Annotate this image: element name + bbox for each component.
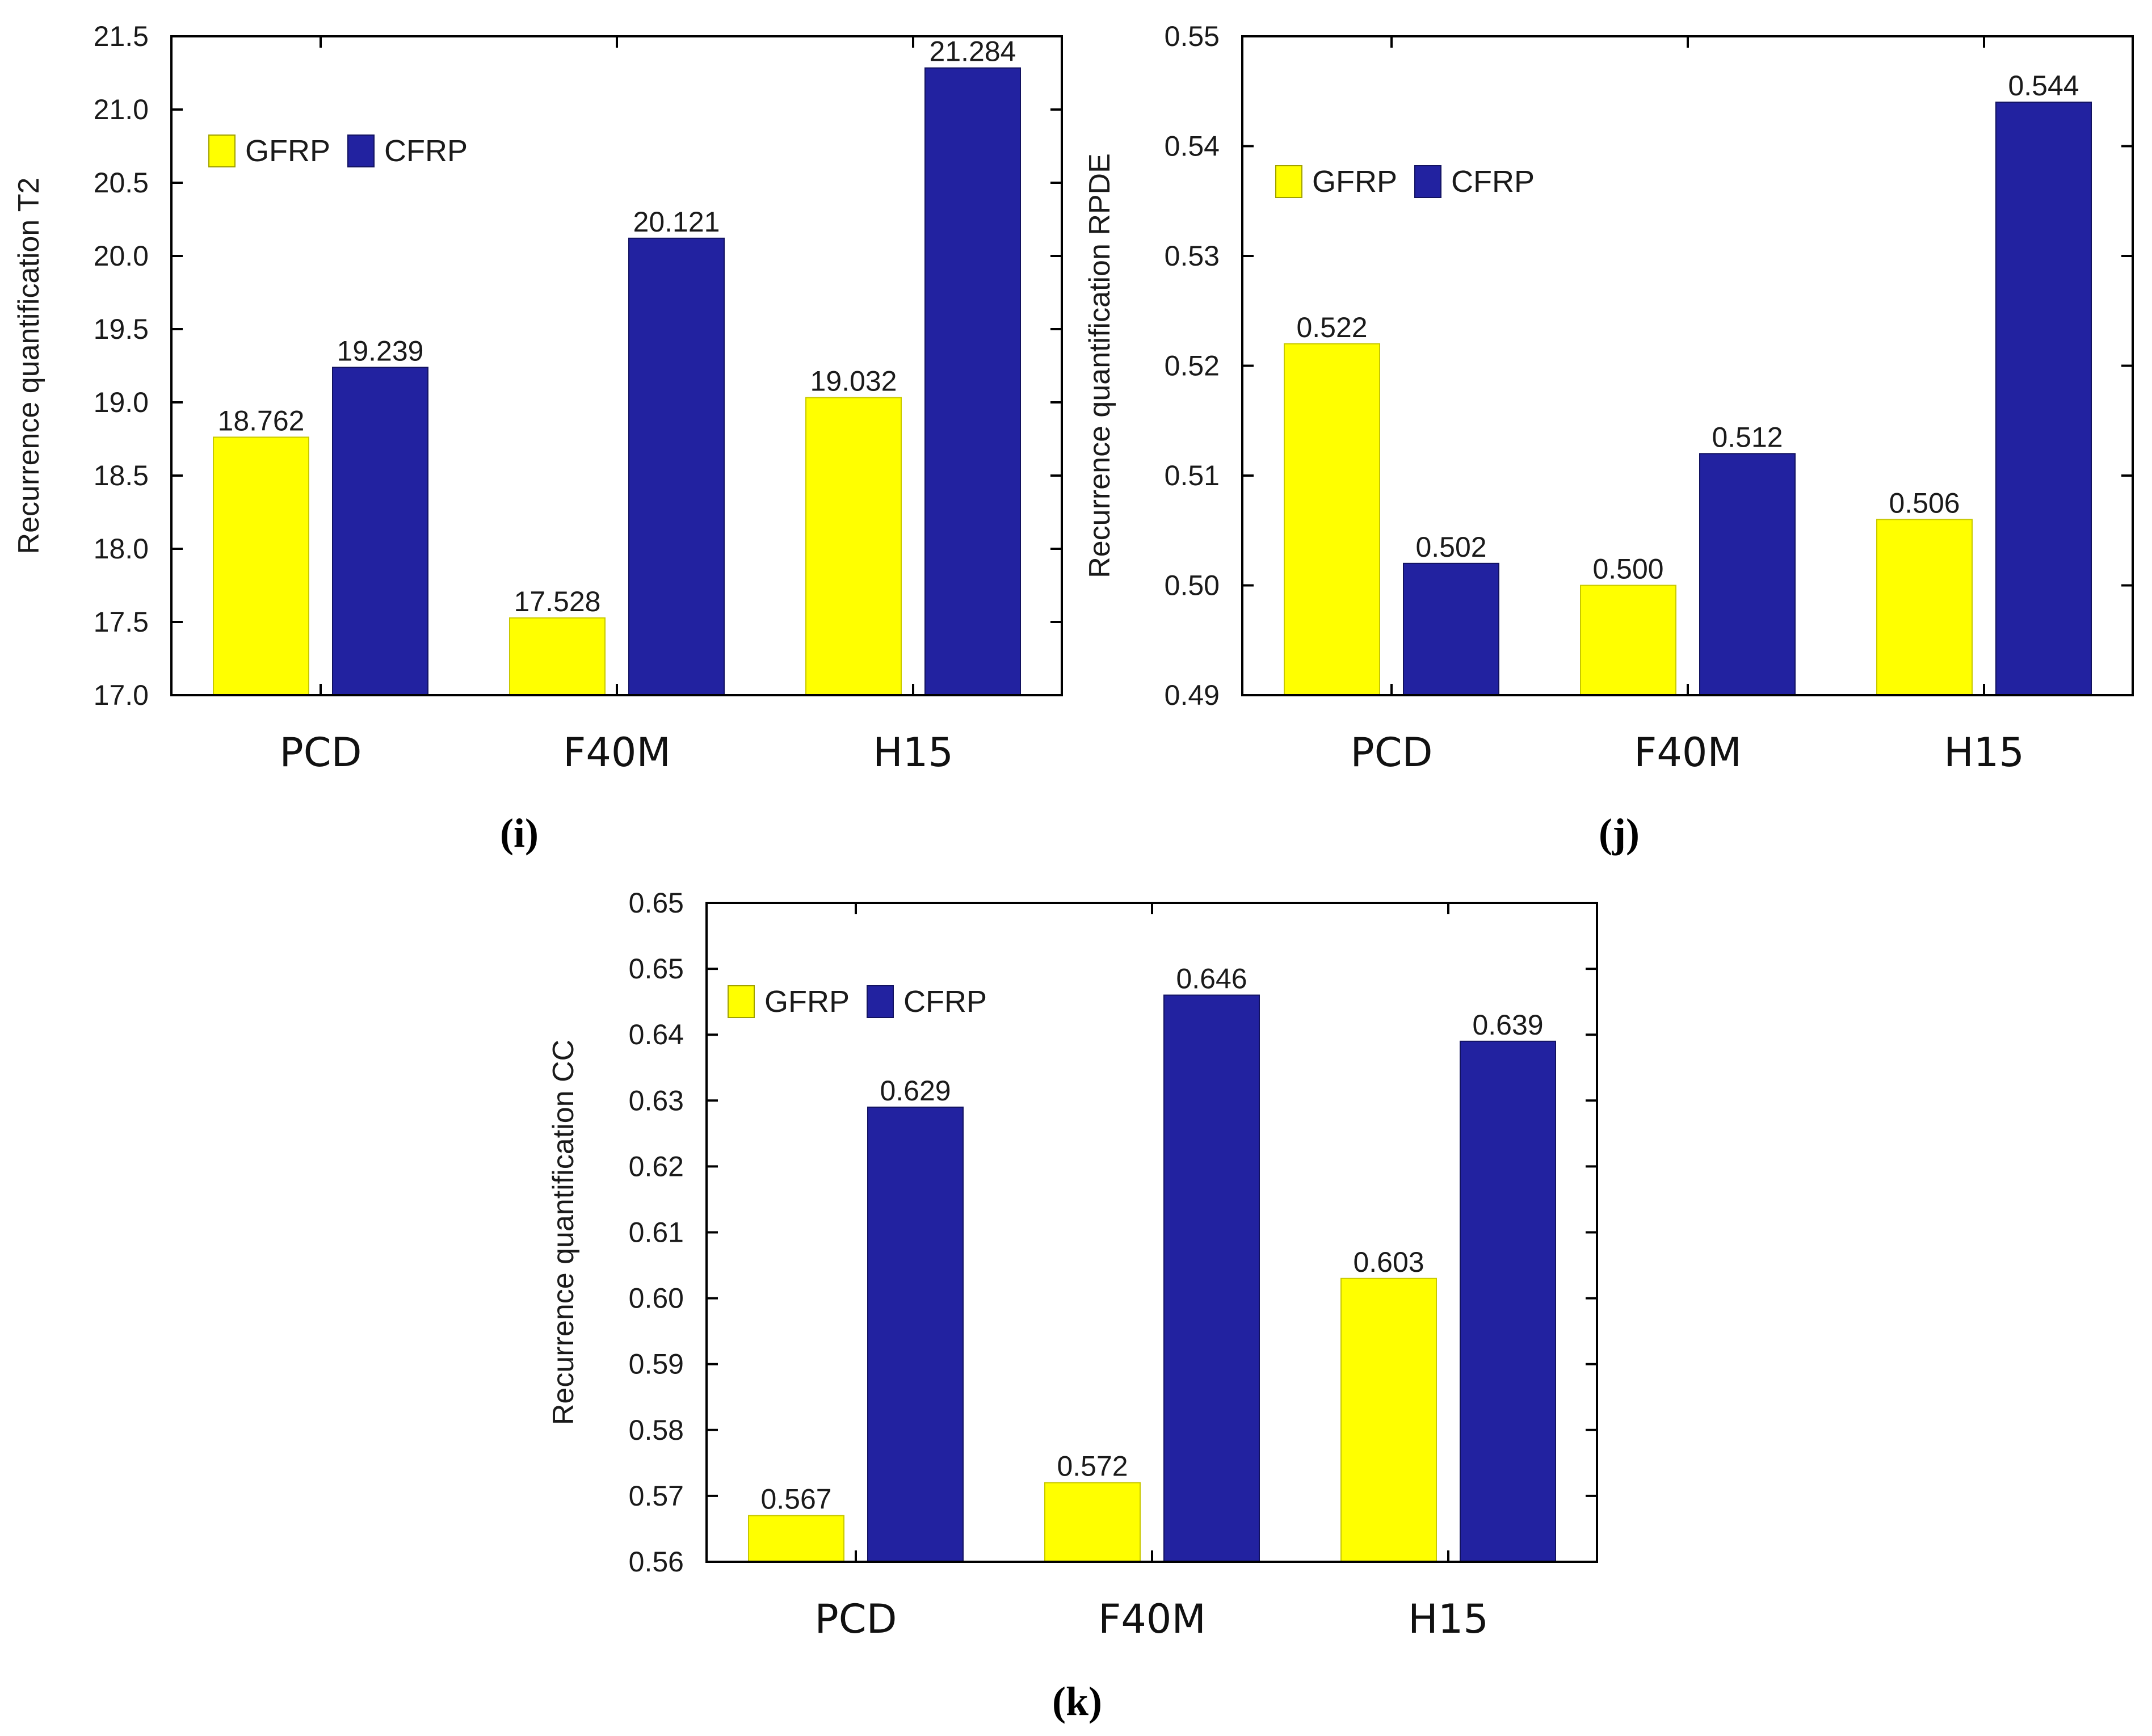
- bar-gfrp-h15: [805, 397, 902, 696]
- value-label-cfrp-pcd: 0.629: [880, 1075, 951, 1107]
- y-tick-label: 0.55: [1165, 20, 1220, 52]
- y-tick-label: 21.5: [94, 20, 149, 52]
- y-tick-label: 20.5: [94, 167, 149, 199]
- y-tick-label: 0.58: [629, 1414, 684, 1446]
- value-label-gfrp-f40m: 0.572: [1057, 1451, 1128, 1482]
- bar-cfrp-pcd: [1403, 562, 1499, 696]
- chart-j: 0.522 0.500 0.506 0.502 0.512 0.544 0.49 0.50 0.…: [1083, 20, 2134, 856]
- legend-swatch-gfrp: [728, 985, 755, 1018]
- value-label-gfrp-pcd: 0.522: [1296, 312, 1367, 343]
- chart-k: 0.567 0.572 0.603 0.629 0.646 0.639 0.56 0.57 0.…: [547, 887, 1598, 1724]
- value-label-cfrp-h15: 0.544: [2008, 70, 2079, 102]
- legend-swatch-cfrp: [347, 134, 375, 167]
- legend-label-cfrp: CFRP: [384, 134, 468, 168]
- y-tick-label: 0.63: [629, 1085, 684, 1116]
- category-label-f40m: F40M: [1098, 1596, 1206, 1642]
- value-label-cfrp-f40m: 0.512: [1712, 421, 1783, 453]
- value-label-cfrp-h15: 0.639: [1472, 1009, 1543, 1041]
- legend-label-cfrp: CFRP: [903, 985, 987, 1019]
- bar-gfrp-h15: [1876, 519, 1973, 696]
- value-label-cfrp-f40m: 20.121: [633, 206, 720, 238]
- y-tick-label: 17.5: [94, 606, 149, 638]
- bar-gfrp-f40m: [1044, 1482, 1141, 1562]
- bar-cfrp-pcd: [867, 1106, 964, 1563]
- y-tick-label: 0.64: [629, 1019, 684, 1050]
- y-tick-label: 0.59: [629, 1348, 684, 1380]
- legend: GFRP CFRP: [1275, 165, 1535, 199]
- bar-cfrp-pcd: [332, 367, 428, 696]
- value-label-gfrp-f40m: 0.500: [1592, 553, 1663, 585]
- legend: GFRP CFRP: [208, 134, 468, 168]
- bar-cfrp-h15: [924, 67, 1021, 696]
- category-label-f40m: F40M: [563, 729, 671, 776]
- y-tick-label: 0.65: [629, 887, 684, 919]
- legend: GFRP CFRP: [728, 985, 987, 1019]
- bar-cfrp-f40m: [628, 237, 725, 696]
- category-label-pcd: PCD: [815, 1596, 897, 1642]
- bar-cfrp-f40m: [1699, 453, 1796, 696]
- y-tick-label: 0.54: [1165, 131, 1220, 162]
- value-label-gfrp-pcd: 18.762: [218, 405, 305, 436]
- category-label-pcd: PCD: [1351, 729, 1433, 776]
- y-tick-label: 0.50: [1165, 570, 1220, 602]
- legend-label-gfrp: GFRP: [1312, 165, 1397, 199]
- legend-swatch-cfrp: [867, 985, 894, 1018]
- bar-gfrp-f40m: [509, 617, 606, 696]
- legend-swatch-cfrp: [1414, 165, 1441, 198]
- category-label-h15: H15: [1944, 729, 2024, 776]
- value-label-gfrp-pcd: 0.567: [760, 1483, 831, 1515]
- legend-swatch-gfrp: [1275, 165, 1302, 198]
- bar-cfrp-h15: [1995, 102, 2092, 696]
- y-tick-label: 0.53: [1165, 240, 1220, 272]
- y-tick-label: 0.49: [1165, 679, 1220, 711]
- y-tick-label: 21.0: [94, 94, 149, 125]
- chart-i: 18.762 17.528 19.032 19.239 20.121 21.284 17.0…: [12, 20, 1063, 856]
- y-tick-label: 20.0: [94, 240, 149, 272]
- y-tick-label: 0.52: [1165, 350, 1220, 382]
- legend-label-gfrp: GFRP: [245, 134, 330, 168]
- y-tick-label: 0.61: [629, 1217, 684, 1249]
- y-tick-label: 0.60: [629, 1283, 684, 1314]
- panel-caption: (i): [500, 810, 539, 856]
- y-tick-label: 19.0: [94, 386, 149, 418]
- value-label-gfrp-h15: 0.603: [1353, 1246, 1424, 1278]
- y-tick-label: 17.0: [94, 679, 149, 711]
- y-tick-label: 19.5: [94, 313, 149, 345]
- y-tick-label: 0.62: [629, 1150, 684, 1182]
- value-label-cfrp-pcd: 0.502: [1415, 531, 1486, 563]
- category-label-f40m: F40M: [1634, 729, 1742, 776]
- category-label-h15: H15: [873, 729, 953, 776]
- y-axis-label: Recurrence quantification T2: [12, 178, 45, 554]
- value-label-gfrp-h15: 0.506: [1889, 487, 1960, 519]
- value-label-gfrp-h15: 19.032: [810, 365, 897, 397]
- category-label-pcd: PCD: [280, 729, 362, 776]
- panel-caption: (j): [1599, 810, 1640, 856]
- bar-cfrp-h15: [1460, 1040, 1556, 1563]
- y-tick-label: 18.0: [94, 533, 149, 565]
- y-tick-label: 0.51: [1165, 460, 1220, 491]
- bar-gfrp-pcd: [1284, 343, 1380, 696]
- y-axis-label: Recurrence quantification CC: [547, 1040, 580, 1425]
- value-label-cfrp-pcd: 19.239: [337, 335, 424, 367]
- legend-swatch-gfrp: [208, 134, 236, 167]
- bar-gfrp-pcd: [748, 1515, 844, 1562]
- panel-caption: (k): [1052, 1679, 1102, 1724]
- legend-label-cfrp: CFRP: [1451, 165, 1535, 199]
- category-label-h15: H15: [1408, 1596, 1489, 1642]
- value-label-gfrp-f40m: 17.528: [514, 586, 601, 617]
- bar-gfrp-h15: [1340, 1277, 1437, 1563]
- legend-label-gfrp: GFRP: [764, 985, 850, 1019]
- bar-gfrp-pcd: [213, 436, 309, 696]
- bar-gfrp-f40m: [1580, 585, 1676, 696]
- y-tick-label: 0.56: [629, 1546, 684, 1578]
- y-tick-label: 0.57: [629, 1480, 684, 1512]
- bar-cfrp-f40m: [1163, 994, 1260, 1563]
- value-label-cfrp-f40m: 0.646: [1176, 963, 1247, 995]
- y-tick-label: 0.65: [629, 953, 684, 985]
- y-tick-label: 18.5: [94, 460, 149, 491]
- y-axis-label: Recurrence quantification RPDE: [1083, 153, 1116, 578]
- value-label-cfrp-h15: 21.284: [930, 36, 1016, 68]
